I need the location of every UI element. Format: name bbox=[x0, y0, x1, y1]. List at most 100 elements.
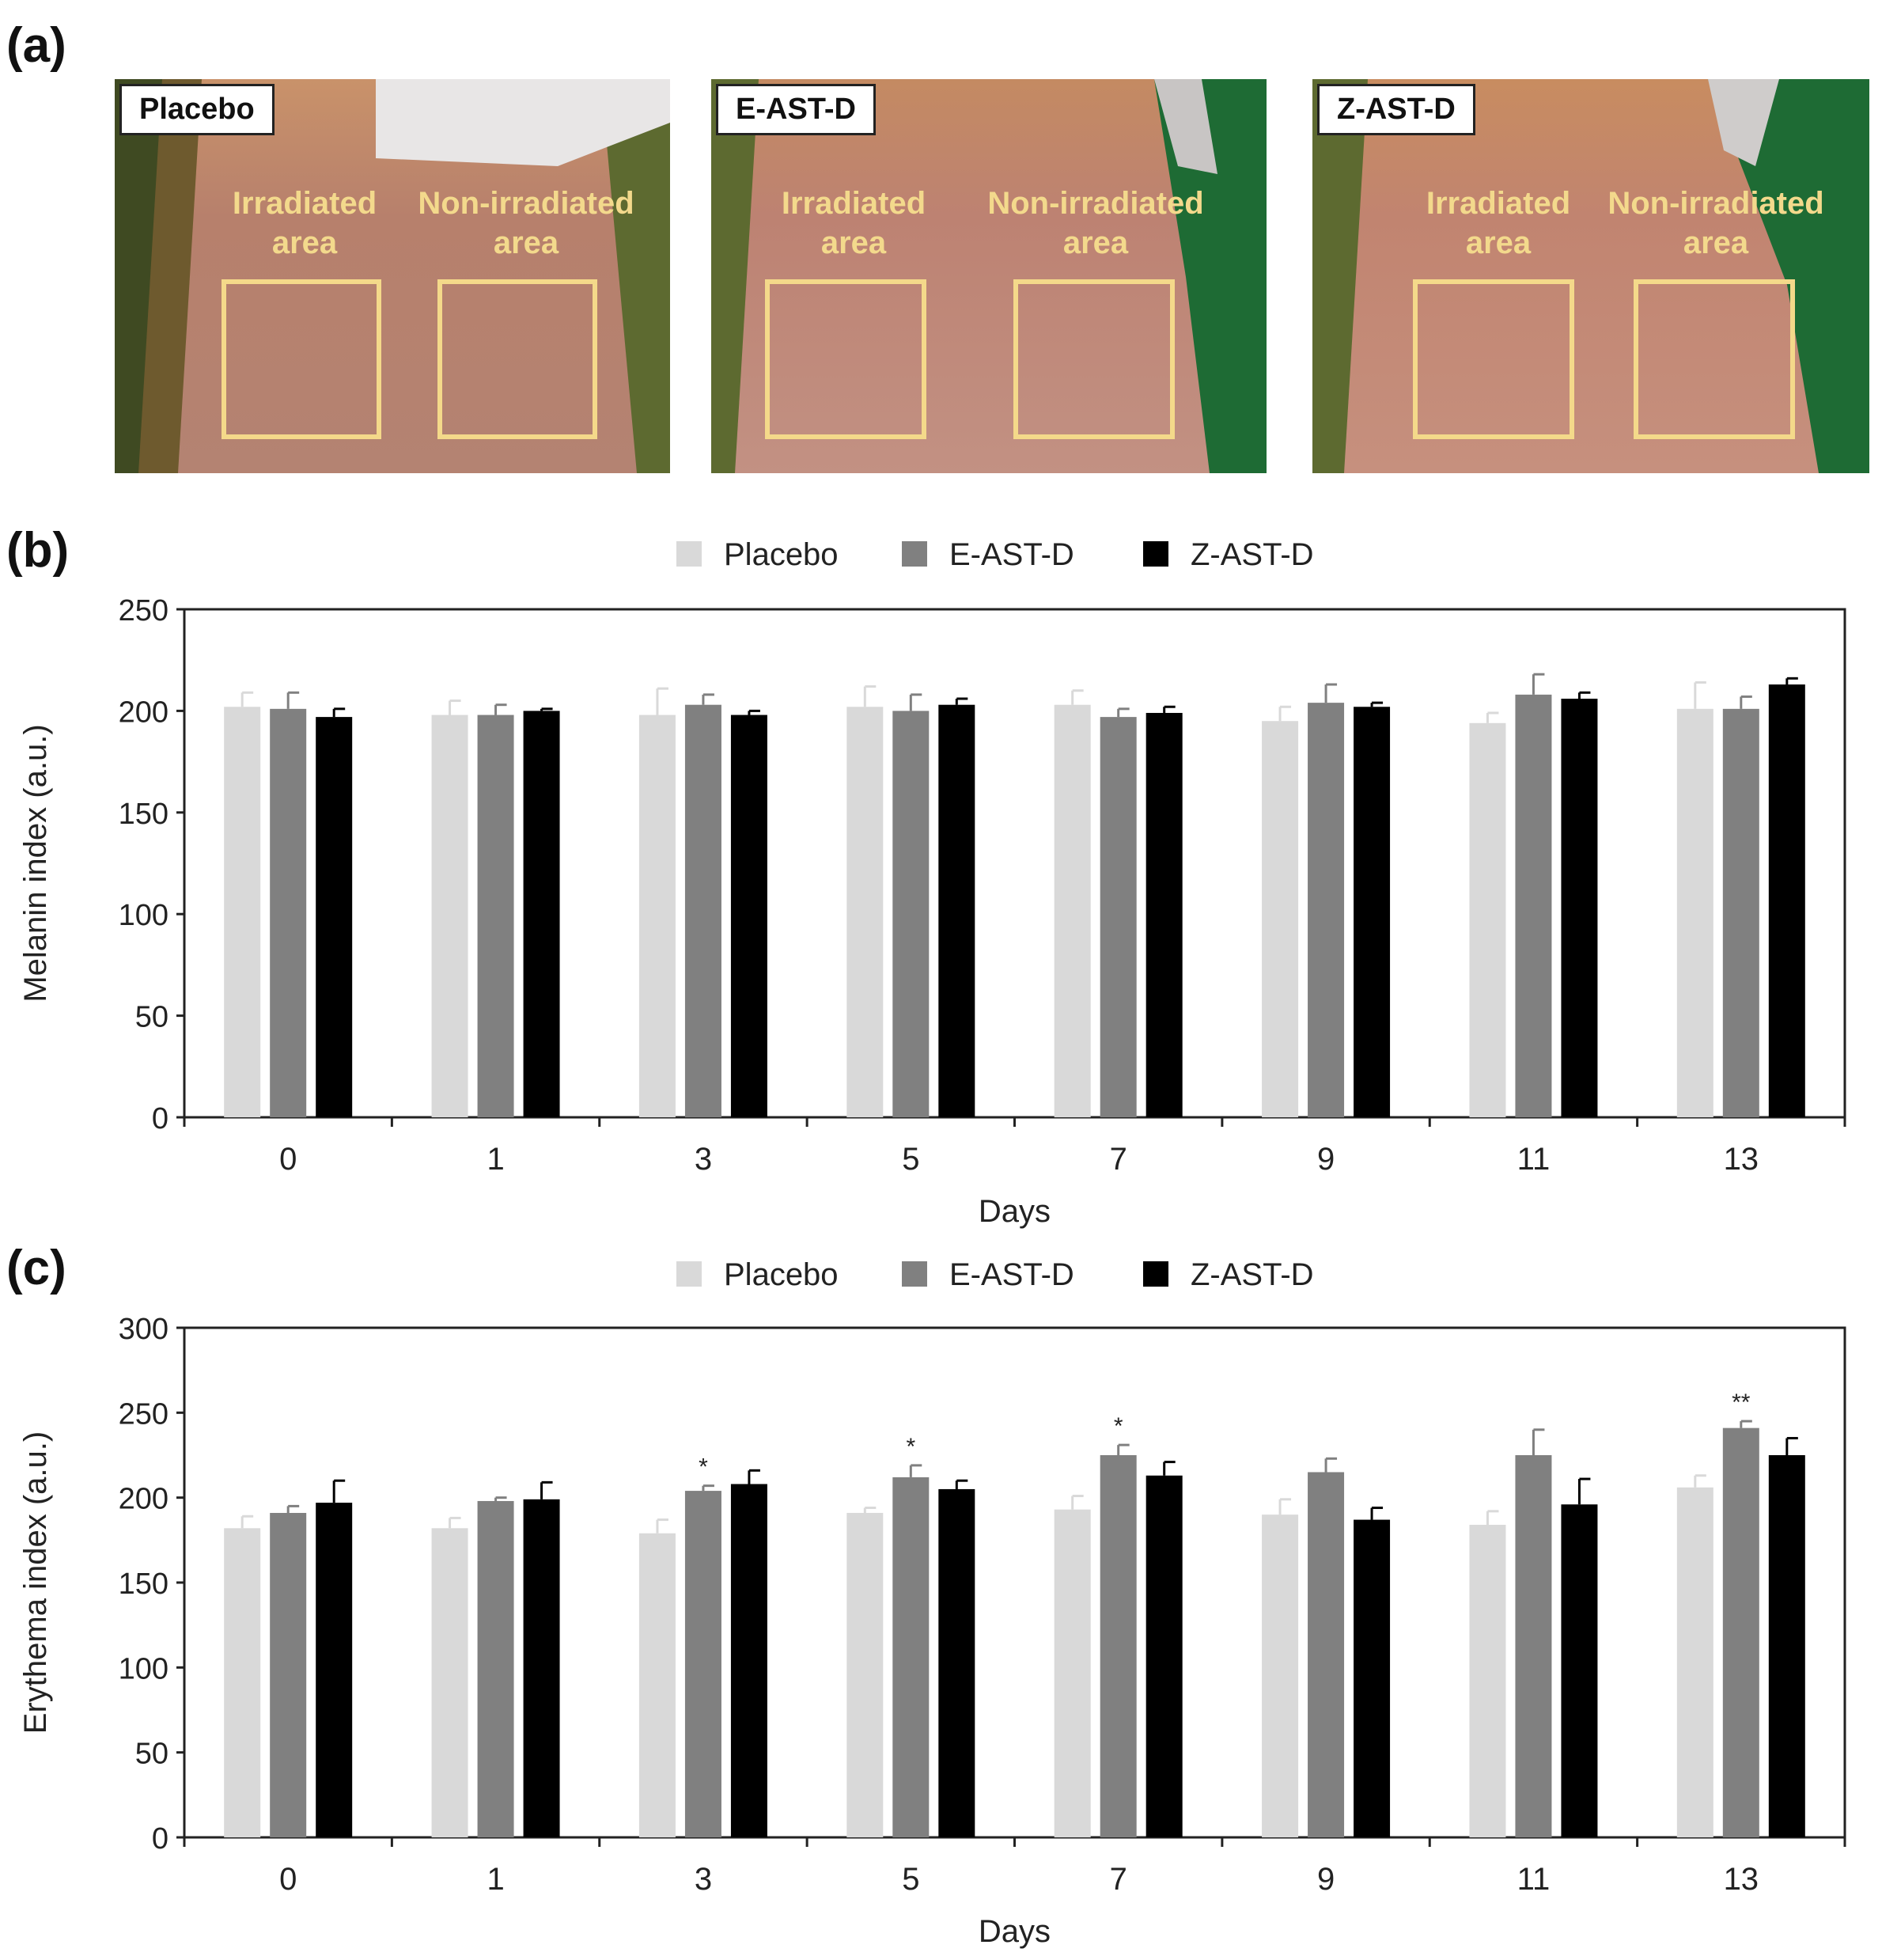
chart-0-x-tick-label-7: 13 bbox=[1724, 1142, 1759, 1177]
chart-0-bar-1-6 bbox=[1515, 694, 1552, 1117]
photo-placebo-non-irradiated-line1: Non-irradiated bbox=[418, 186, 634, 221]
chart-1-bar-0-2 bbox=[638, 1533, 676, 1837]
chart-0-bar-1-4 bbox=[1100, 717, 1137, 1117]
photo-z-ast-d: Z-AST-D Irradiated area Non-irradiated a… bbox=[1312, 79, 1869, 473]
chart-1-x-tick-label-6: 11 bbox=[1517, 1862, 1551, 1897]
photo-e-ast-d-irradiated-line1: Irradiated bbox=[781, 186, 926, 221]
photo-z-ast-d-irradiated-line2: area bbox=[1465, 226, 1532, 260]
chart-0-bar-0-4 bbox=[1054, 704, 1091, 1117]
chart-1-bar-1-3 bbox=[892, 1477, 930, 1837]
photo-placebo-non-irradiated-label: Non-irradiated area bbox=[407, 184, 645, 263]
chart-0-x-tick-label-3: 5 bbox=[902, 1142, 919, 1177]
chart-1-y-tick-label-3: 150 bbox=[119, 1568, 169, 1601]
chart-1-bar-1-0 bbox=[270, 1512, 307, 1837]
photo-z-ast-d-image bbox=[1312, 79, 1869, 473]
photo-e-ast-d-irradiated-box bbox=[765, 279, 926, 439]
chart-0-bar-1-5 bbox=[1308, 703, 1345, 1117]
chart-0-bar-1-0 bbox=[270, 708, 307, 1117]
chart-1-bar-0-1 bbox=[431, 1528, 468, 1837]
photo-e-ast-d: E-AST-D Irradiated area Non-irradiated a… bbox=[711, 79, 1267, 473]
chart-0-x-tick-label-0: 0 bbox=[279, 1142, 297, 1177]
photo-placebo-irradiated-label: Irradiated area bbox=[210, 184, 399, 263]
chart-1-bar-0-5 bbox=[1262, 1515, 1299, 1837]
chart-1-bar-0-4 bbox=[1054, 1509, 1091, 1837]
chart-0-x-tick-label-4: 7 bbox=[1110, 1142, 1127, 1177]
chart-1-bar-1-5 bbox=[1308, 1472, 1345, 1837]
chart-1-y-tick-label-0: 0 bbox=[152, 1822, 169, 1856]
photo-z-ast-d-non-irradiated-box bbox=[1634, 279, 1795, 439]
chart-1-y-tick-label-5: 250 bbox=[119, 1397, 169, 1431]
chart-1-bar-2-5 bbox=[1354, 1519, 1391, 1837]
chart-1-x-tick-label-2: 3 bbox=[695, 1862, 712, 1897]
chart-1-significance-1-4: * bbox=[1114, 1413, 1123, 1439]
chart-1-y-tick-label-1: 50 bbox=[135, 1738, 169, 1771]
photo-placebo-irradiated-box bbox=[222, 279, 381, 439]
chart-1-bar-2-0 bbox=[316, 1503, 353, 1837]
chart-0-bar-0-5 bbox=[1262, 721, 1299, 1117]
chart-1-bar-2-3 bbox=[938, 1488, 975, 1837]
chart-0-bar-0-1 bbox=[431, 715, 468, 1117]
chart-0-bar-1-1 bbox=[477, 715, 514, 1117]
chart-1-legend-label-1: E-AST-D bbox=[949, 1257, 1074, 1292]
photo-placebo-non-irradiated-box bbox=[437, 279, 597, 439]
chart-0-x-tick-label-1: 1 bbox=[487, 1142, 504, 1177]
photo-e-ast-d-non-irradiated-label: Non-irradiated area bbox=[977, 184, 1214, 263]
chart-0-y-tick-label-0: 0 bbox=[152, 1102, 169, 1135]
chart-1-legend-swatch-0 bbox=[676, 1261, 702, 1287]
chart-0-bar-2-6 bbox=[1561, 698, 1598, 1117]
chart-0-legend-swatch-2 bbox=[1143, 541, 1168, 567]
chart-1-bar-2-6 bbox=[1561, 1504, 1598, 1837]
photo-z-ast-d-irradiated-box bbox=[1413, 279, 1574, 439]
chart-0-bar-2-4 bbox=[1145, 712, 1183, 1117]
erythema-index-chart: Placebo E-AST-D Z-AST-D 0 50 100 150 200 250 300 0… bbox=[18, 1257, 1846, 1949]
photo-placebo-irradiated-line2: area bbox=[271, 226, 338, 260]
chart-0-x-tick-label-5: 9 bbox=[1317, 1142, 1335, 1177]
panel-label-b: (b) bbox=[6, 523, 70, 578]
chart-0-bar-0-2 bbox=[638, 715, 676, 1117]
chart-0-y-tick-label-3: 150 bbox=[119, 798, 169, 831]
chart-0-bar-2-3 bbox=[938, 704, 975, 1117]
photo-z-ast-d-non-irradiated-line1: Non-irradiated bbox=[1607, 186, 1824, 221]
chart-0-bar-2-7 bbox=[1768, 684, 1805, 1117]
chart-0-bar-0-3 bbox=[846, 707, 884, 1117]
photo-z-ast-d-non-irradiated-line2: area bbox=[1683, 226, 1749, 260]
chart-0-y-axis-label: Melanin index (a.u.) bbox=[18, 724, 53, 1002]
chart-0-legend-swatch-0 bbox=[676, 541, 702, 567]
photo-placebo-irradiated-line1: Irradiated bbox=[232, 186, 377, 221]
chart-1-significance-1-2: * bbox=[699, 1454, 708, 1480]
photo-e-ast-d-title: E-AST-D bbox=[716, 84, 876, 135]
chart-0-bar-2-0 bbox=[316, 717, 353, 1117]
chart-0-legend-label-1: E-AST-D bbox=[949, 537, 1074, 572]
chart-1-bar-0-6 bbox=[1469, 1525, 1506, 1837]
chart-0-bar-2-2 bbox=[730, 715, 767, 1117]
chart-1-bar-2-4 bbox=[1145, 1475, 1183, 1837]
chart-0-bar-0-0 bbox=[224, 707, 261, 1117]
chart-1-bar-0-0 bbox=[224, 1528, 261, 1837]
photo-placebo-non-irradiated-line2: area bbox=[493, 226, 559, 260]
chart-1-bar-0-7 bbox=[1676, 1487, 1713, 1837]
chart-0-bar-0-7 bbox=[1676, 708, 1713, 1117]
photo-z-ast-d-non-irradiated-label: Non-irradiated area bbox=[1597, 184, 1835, 263]
chart-1-legend-label-0: Placebo bbox=[724, 1257, 839, 1292]
chart-1-bar-1-2 bbox=[684, 1491, 721, 1837]
chart-1-bar-2-1 bbox=[523, 1499, 560, 1837]
chart-0-y-tick-label-1: 50 bbox=[135, 1001, 169, 1034]
photo-e-ast-d-non-irradiated-line1: Non-irradiated bbox=[987, 186, 1204, 221]
photo-placebo: Placebo Irradiated area Non-irradiated a… bbox=[115, 79, 670, 473]
photo-e-ast-d-non-irradiated-line2: area bbox=[1062, 226, 1129, 260]
chart-0-bar-0-6 bbox=[1469, 722, 1506, 1117]
chart-0-bar-2-1 bbox=[523, 711, 560, 1117]
chart-1-bar-2-7 bbox=[1768, 1455, 1805, 1837]
chart-0-y-tick-label-2: 100 bbox=[119, 899, 169, 932]
chart-1-x-tick-label-5: 9 bbox=[1317, 1862, 1335, 1897]
chart-1-y-tick-label-2: 100 bbox=[119, 1652, 169, 1685]
chart-1-significance-1-3: * bbox=[906, 1434, 915, 1460]
chart-1-x-tick-label-3: 5 bbox=[902, 1862, 919, 1897]
chart-1-bar-1-1 bbox=[477, 1500, 514, 1837]
chart-1-y-tick-label-6: 300 bbox=[119, 1313, 169, 1346]
chart-1-bar-0-3 bbox=[846, 1512, 884, 1837]
chart-1-bar-1-6 bbox=[1515, 1455, 1552, 1837]
photo-placebo-title: Placebo bbox=[119, 84, 275, 135]
chart-1-legend-swatch-2 bbox=[1143, 1261, 1168, 1287]
